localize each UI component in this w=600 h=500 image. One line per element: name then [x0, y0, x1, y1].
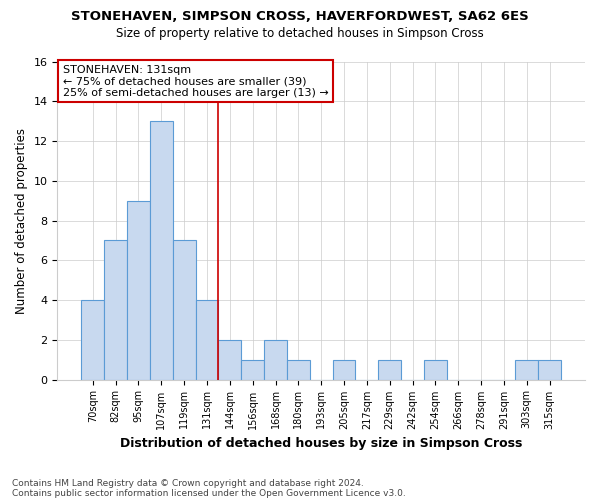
- Bar: [515, 360, 538, 380]
- Bar: [127, 200, 150, 380]
- Bar: [104, 240, 127, 380]
- Bar: [218, 340, 241, 380]
- Bar: [241, 360, 264, 380]
- X-axis label: Distribution of detached houses by size in Simpson Cross: Distribution of detached houses by size …: [120, 437, 523, 450]
- Bar: [332, 360, 355, 380]
- Y-axis label: Number of detached properties: Number of detached properties: [15, 128, 28, 314]
- Text: Size of property relative to detached houses in Simpson Cross: Size of property relative to detached ho…: [116, 28, 484, 40]
- Bar: [424, 360, 447, 380]
- Bar: [150, 121, 173, 380]
- Bar: [379, 360, 401, 380]
- Bar: [173, 240, 196, 380]
- Bar: [287, 360, 310, 380]
- Bar: [538, 360, 561, 380]
- Bar: [196, 300, 218, 380]
- Text: Contains public sector information licensed under the Open Government Licence v3: Contains public sector information licen…: [12, 488, 406, 498]
- Bar: [264, 340, 287, 380]
- Text: STONEHAVEN, SIMPSON CROSS, HAVERFORDWEST, SA62 6ES: STONEHAVEN, SIMPSON CROSS, HAVERFORDWEST…: [71, 10, 529, 23]
- Bar: [82, 300, 104, 380]
- Text: Contains HM Land Registry data © Crown copyright and database right 2024.: Contains HM Land Registry data © Crown c…: [12, 478, 364, 488]
- Text: STONEHAVEN: 131sqm
← 75% of detached houses are smaller (39)
25% of semi-detache: STONEHAVEN: 131sqm ← 75% of detached hou…: [62, 64, 328, 98]
